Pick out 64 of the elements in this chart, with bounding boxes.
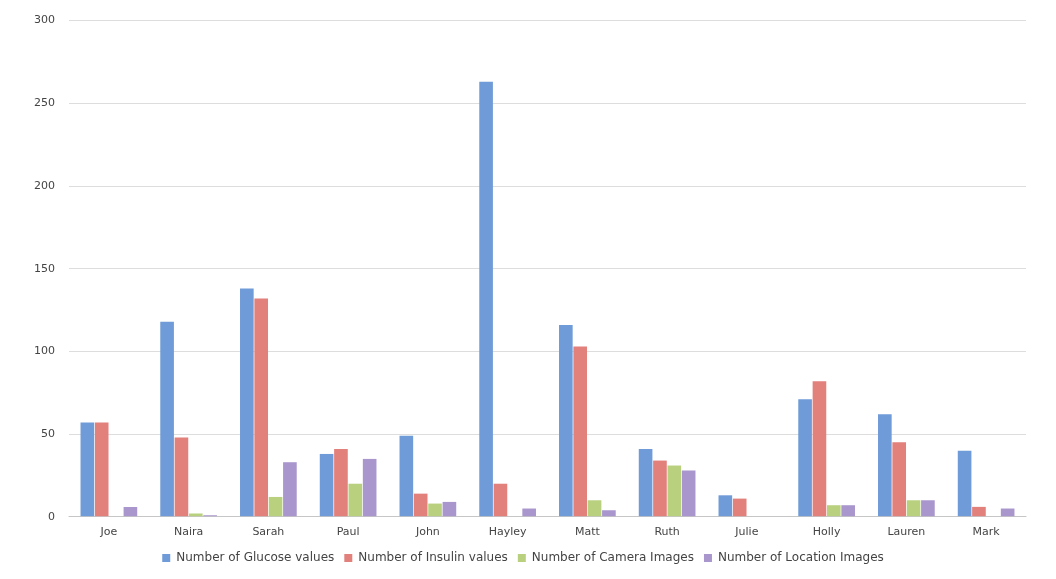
bar	[442, 501, 457, 517]
x-tick-label: Julie	[734, 525, 759, 539]
y-tick-label: 100	[34, 344, 55, 358]
x-tick-label: Holly	[812, 525, 841, 539]
x-tick-label: Paul	[336, 525, 360, 539]
bar	[921, 500, 935, 517]
bar	[638, 448, 653, 517]
x-tick-label: Hayley	[488, 525, 528, 539]
bar	[348, 483, 363, 517]
bar	[906, 500, 921, 517]
x-tick-label: Mark	[972, 525, 1001, 539]
x-tick-label: Joe	[99, 525, 118, 539]
y-tick-label: 300	[34, 13, 55, 27]
bar	[841, 505, 855, 517]
x-tick-label: Naira	[173, 525, 204, 539]
bar	[653, 460, 667, 517]
bar	[94, 422, 109, 517]
bar	[283, 462, 297, 517]
bar	[334, 448, 348, 517]
bar	[587, 500, 602, 517]
bar	[428, 503, 442, 517]
x-tick-label: Sarah	[252, 525, 285, 539]
bar	[798, 399, 812, 517]
bar	[559, 324, 573, 517]
bar	[479, 81, 493, 517]
bar	[268, 496, 283, 517]
bar	[573, 346, 588, 517]
x-tick-label: John	[414, 525, 440, 539]
y-tick-label: 250	[34, 96, 55, 110]
bar	[254, 298, 269, 517]
bar	[240, 288, 254, 517]
bar	[718, 495, 733, 517]
bar	[681, 470, 696, 517]
y-tick-label: 200	[34, 178, 55, 192]
bar	[826, 505, 841, 517]
x-tick-label: Lauren	[887, 525, 926, 539]
bar	[174, 437, 189, 517]
bar	[493, 483, 508, 517]
bar	[123, 506, 138, 517]
bar	[732, 498, 747, 517]
bar	[892, 442, 907, 517]
bar	[878, 414, 892, 517]
bar	[972, 506, 986, 517]
bar	[602, 510, 616, 517]
bar	[667, 465, 682, 517]
y-tick-label: 150	[34, 261, 55, 275]
bar	[413, 493, 428, 517]
bar	[399, 435, 414, 517]
x-tick-label: Ruth	[654, 525, 680, 539]
bar	[319, 453, 334, 517]
x-tick-label: Matt	[574, 525, 601, 539]
legend-label: Number of Insulin values	[358, 550, 508, 565]
bar	[957, 450, 972, 517]
bar	[522, 508, 536, 517]
legend-label: Number of Glucose values	[176, 550, 335, 565]
bar	[812, 381, 827, 517]
legend-label: Number of Location Images	[717, 550, 884, 565]
bar	[188, 513, 203, 517]
y-tick-label: 0	[48, 509, 55, 523]
bar	[160, 321, 174, 517]
y-tick-label: 50	[41, 426, 55, 440]
bar	[80, 422, 95, 517]
bar	[362, 458, 377, 517]
legend-label: Number of Camera Images	[531, 550, 694, 565]
